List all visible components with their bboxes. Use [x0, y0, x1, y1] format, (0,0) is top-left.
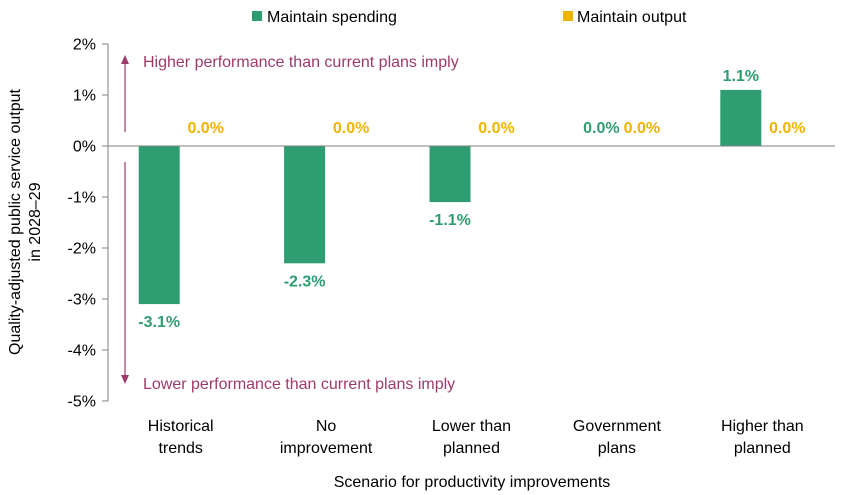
data-label-maintain-spending: -3.1%	[138, 314, 180, 331]
bar-maintain-spending	[284, 146, 326, 264]
data-labels: -3.1% 0.0% -2.3% 0.0% -1.1% 0.0% 0.0% 0.0% 1.1% 0…	[138, 68, 805, 331]
arrow-down-head	[121, 375, 129, 384]
legend-swatch	[252, 11, 262, 21]
data-label-maintain-spending: -2.3%	[284, 273, 326, 290]
y-axis: 2% 1% 0% -1% -2% -3% -4% -5%	[68, 37, 109, 411]
x-tick-label: Government plans	[573, 418, 662, 457]
x-tick-label: Lower than planned	[432, 418, 511, 457]
x-tick-label: No improvement	[280, 418, 373, 457]
bar-maintain-spending	[720, 89, 762, 146]
y-tick-label: -4%	[68, 343, 96, 360]
y-axis-title: Quality-adjusted public service output in…	[7, 88, 44, 354]
data-label-maintain-output: 0.0%	[333, 120, 369, 137]
y-tick-label: 2%	[73, 37, 96, 54]
legend-swatch	[563, 11, 573, 21]
bars	[138, 89, 762, 305]
data-label-maintain-spending: 0.0%	[583, 120, 619, 137]
data-label-maintain-spending: 1.1%	[723, 68, 759, 85]
y-tick-label: 1%	[73, 88, 96, 105]
y-axis-title-line: in 2028–29	[27, 182, 44, 261]
data-label-maintain-output: 0.0%	[769, 120, 805, 137]
data-label-maintain-output: 0.0%	[478, 120, 514, 137]
legend-label: Maintain output	[577, 9, 687, 26]
data-label-maintain-output: 0.0%	[624, 120, 660, 137]
y-tick-label: -2%	[68, 241, 96, 258]
y-tick-label: 0%	[73, 139, 96, 156]
y-tick-label: -1%	[68, 190, 96, 207]
performance-annotations: Higher performance than current plans im…	[121, 54, 459, 393]
y-tick-label: -3%	[68, 292, 96, 309]
bar-maintain-spending	[429, 146, 471, 203]
data-label-maintain-spending: -1.1%	[429, 212, 471, 229]
arrow-up-head	[121, 55, 129, 64]
annotation-lower: Lower performance than current plans imp…	[143, 376, 455, 393]
y-axis-title-line: Quality-adjusted public service output	[7, 88, 24, 354]
bar-maintain-spending	[138, 146, 180, 305]
x-tick-label: Historical trends	[148, 418, 214, 457]
annotation-upper: Higher performance than current plans im…	[143, 54, 459, 71]
legend-label: Maintain spending	[267, 9, 397, 26]
chart-legend: Maintain spending Maintain output	[252, 9, 687, 26]
x-tick-label: Higher than planned	[721, 418, 804, 457]
x-axis: Historical trends No improvement Lower than p…	[108, 145, 835, 457]
data-label-maintain-output: 0.0%	[187, 120, 223, 137]
x-axis-title: Scenario for productivity improvements	[334, 474, 611, 491]
y-tick-label: -5%	[68, 394, 96, 411]
